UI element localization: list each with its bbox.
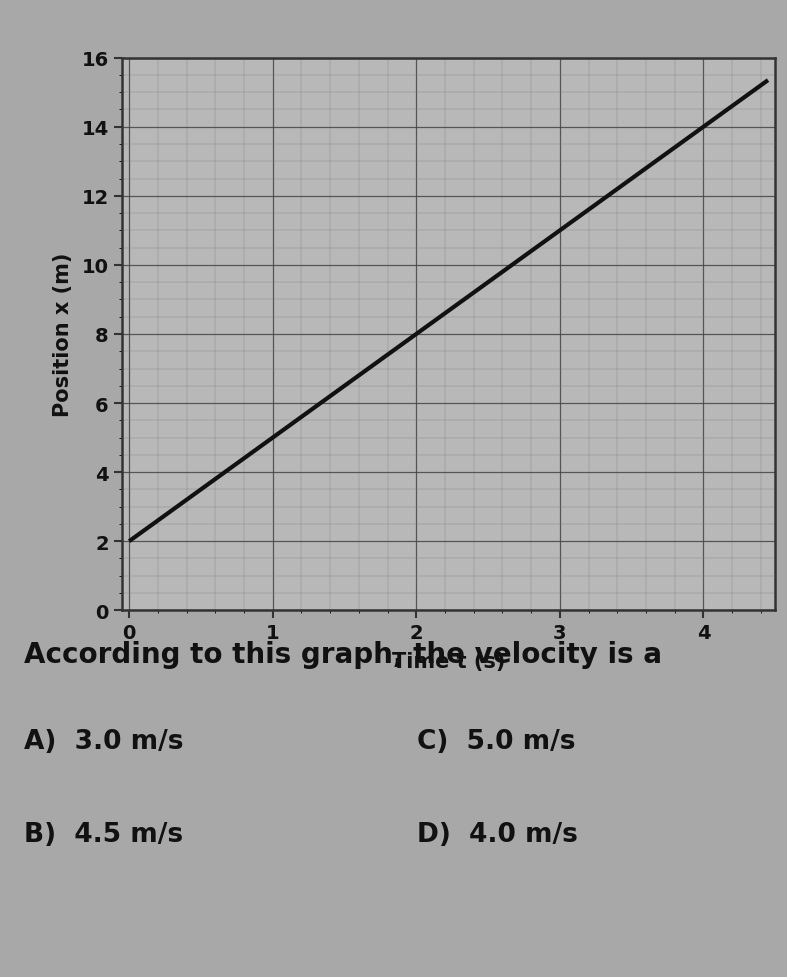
X-axis label: Time t (s): Time t (s) bbox=[392, 651, 505, 671]
Text: A)  3.0 m/s: A) 3.0 m/s bbox=[24, 728, 183, 754]
Text: According to this graph, the velocity is a: According to this graph, the velocity is… bbox=[24, 640, 662, 668]
Y-axis label: Position x (m): Position x (m) bbox=[54, 252, 73, 417]
Text: B)  4.5 m/s: B) 4.5 m/s bbox=[24, 821, 183, 847]
Text: C)  5.0 m/s: C) 5.0 m/s bbox=[417, 728, 575, 754]
Text: D)  4.0 m/s: D) 4.0 m/s bbox=[417, 821, 578, 847]
